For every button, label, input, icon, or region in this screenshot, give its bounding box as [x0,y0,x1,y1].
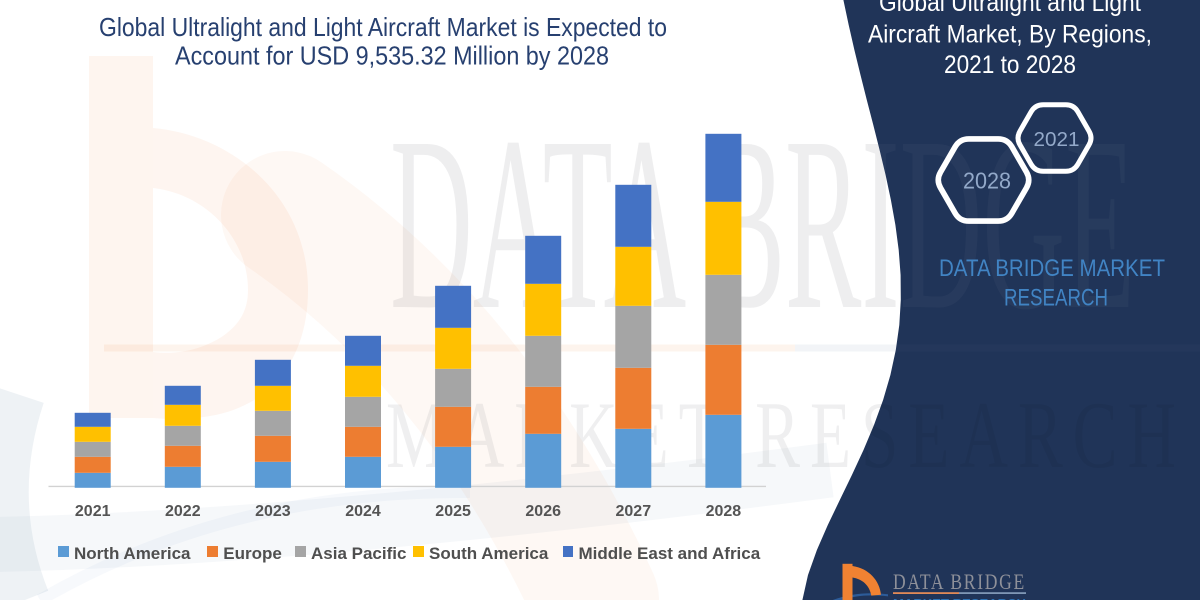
svg-text:2028: 2028 [963,168,1011,194]
svg-text:DATA BRIDGE MARKET: DATA BRIDGE MARKET [939,255,1165,282]
svg-text:Global Ultralight and Light Ai: Global Ultralight and Light Aircraft Mar… [99,12,667,42]
svg-text:Global Ultralight and Light: Global Ultralight and Light [879,0,1141,17]
svg-text:MARKET RESEARCH: MARKET RESEARCH [386,382,1186,488]
svg-text:2021 to 2028: 2021 to 2028 [944,51,1076,79]
svg-text:Aircraft Market, By Regions,: Aircraft Market, By Regions, [868,21,1152,49]
svg-text:Account for USD 9,535.32 Milli: Account for USD 9,535.32 Million by 2028 [175,41,609,71]
svg-text:DATA BRIDGE: DATA BRIDGE [893,569,1026,594]
svg-text:2021: 2021 [1034,128,1080,151]
svg-text:MARKET RESEARCH: MARKET RESEARCH [893,596,1026,600]
svg-text:RESEARCH: RESEARCH [1004,285,1108,312]
